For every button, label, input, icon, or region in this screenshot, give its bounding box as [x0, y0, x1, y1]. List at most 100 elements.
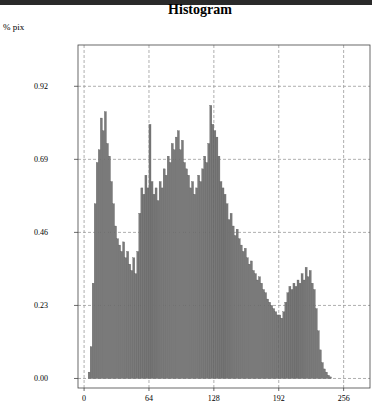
histogram-bar — [196, 188, 198, 379]
histogram-bar — [183, 163, 185, 379]
x-tick-label: 192 — [273, 394, 285, 403]
histogram-bar — [226, 204, 228, 379]
histogram-bar — [277, 315, 279, 379]
histogram-bar — [327, 375, 329, 378]
histogram-bar — [133, 258, 135, 379]
histogram-bar — [90, 347, 92, 379]
tick-mark — [148, 388, 149, 391]
histogram-bar — [275, 312, 277, 379]
plot-frame — [78, 45, 370, 388]
histogram-bar — [92, 283, 94, 378]
histogram-bar — [121, 251, 123, 378]
histogram-bar — [96, 163, 98, 379]
tick-mark — [74, 86, 78, 87]
histogram-bar — [309, 270, 311, 378]
histogram-bar — [179, 150, 181, 379]
histogram-bar — [119, 245, 121, 378]
histogram-bar — [192, 182, 194, 379]
histogram-bar — [340, 378, 342, 379]
histogram-bar — [159, 182, 161, 379]
histogram-bar — [147, 188, 149, 379]
histogram-bar — [307, 277, 309, 379]
bars — [88, 105, 331, 378]
grid-line — [78, 86, 370, 87]
histogram-bar — [98, 150, 100, 379]
histogram-bar — [220, 182, 222, 379]
histogram-bar — [208, 143, 210, 378]
histogram-bar — [165, 175, 167, 378]
histogram-bar — [246, 258, 248, 379]
histogram-bar — [143, 194, 145, 378]
tick-mark — [74, 159, 78, 160]
histogram-bar — [252, 270, 254, 378]
histogram-bar — [88, 372, 90, 378]
histogram-bar — [106, 143, 108, 378]
histogram-bar — [256, 280, 258, 378]
histogram-bar — [331, 378, 333, 379]
histogram-bar — [238, 239, 240, 379]
histogram-bar — [163, 169, 165, 379]
histogram-bar — [110, 182, 112, 379]
tick-mark — [343, 388, 344, 391]
histogram-bar — [188, 175, 190, 378]
histogram-bar — [194, 194, 196, 378]
histogram-bar — [137, 251, 139, 378]
histogram-bar — [279, 315, 281, 379]
histogram-bar — [141, 188, 143, 379]
histogram-bar — [202, 169, 204, 379]
histogram-bar — [313, 290, 315, 379]
y-axis-label: % pix — [3, 22, 25, 32]
histogram-bar — [281, 318, 283, 378]
histogram-bar — [204, 156, 206, 378]
histogram-bar — [157, 201, 159, 379]
histogram-bar — [299, 283, 301, 378]
histogram-bar — [108, 156, 110, 378]
histogram-bar — [169, 163, 171, 379]
histogram-bar — [151, 182, 153, 379]
y-tick-label: 0.00 — [34, 374, 48, 383]
x-tick-label: 0 — [82, 394, 86, 403]
histogram-bar — [117, 239, 119, 379]
histogram-bar — [167, 156, 169, 378]
histogram-bar — [181, 140, 183, 378]
histogram-bar — [149, 124, 151, 378]
histogram-bar — [212, 124, 214, 378]
histogram-bar — [285, 302, 287, 378]
histogram-bar — [171, 143, 173, 378]
histogram-bar — [224, 194, 226, 378]
histogram-bar — [271, 305, 273, 378]
histogram-bar — [161, 188, 163, 379]
histogram-bar — [315, 309, 317, 379]
histogram-bar — [145, 175, 147, 378]
histogram-bar — [323, 369, 325, 379]
x-tick-label: 64 — [145, 394, 153, 403]
histogram-bar — [102, 131, 104, 379]
histogram-bar — [230, 213, 232, 378]
histogram-bar — [273, 309, 275, 379]
y-tick-label: 0.92 — [34, 82, 48, 91]
histogram-bar — [200, 182, 202, 379]
histogram-bar — [325, 372, 327, 378]
histogram-bar — [297, 280, 299, 378]
histogram-bar — [295, 286, 297, 378]
histogram-bar — [177, 131, 179, 379]
histogram-bar — [267, 299, 269, 378]
histogram-bar — [139, 213, 141, 378]
histogram-bar — [240, 245, 242, 378]
histogram-bar — [265, 293, 267, 379]
histogram-bar — [84, 378, 86, 379]
tick-mark — [84, 388, 85, 391]
tick-mark — [213, 388, 214, 391]
tick-mark — [74, 378, 78, 379]
histogram-bar — [175, 137, 177, 378]
histogram-bar — [232, 226, 234, 378]
histogram-bar — [258, 277, 260, 379]
histogram-bar — [254, 274, 256, 379]
histogram-bar — [263, 290, 265, 379]
histogram-bar — [131, 270, 133, 378]
histogram-bar — [293, 283, 295, 378]
histogram-bar — [216, 137, 218, 378]
histogram-bar — [319, 350, 321, 379]
y-tick-label: 0.46 — [34, 228, 48, 237]
histogram-bar — [218, 156, 220, 378]
